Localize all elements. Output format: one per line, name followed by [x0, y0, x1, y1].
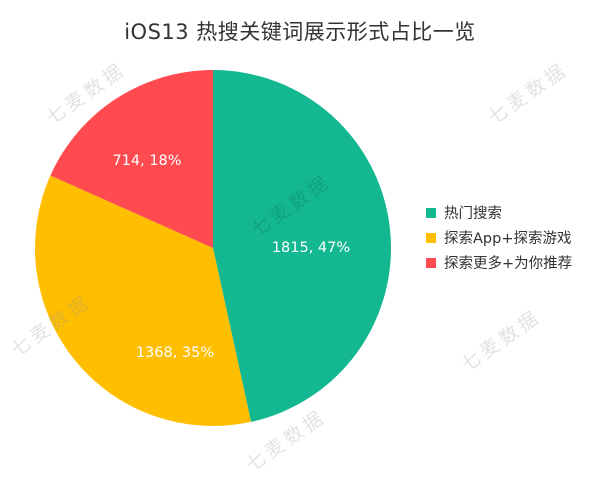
pie-slice-hot-search[interactable]	[213, 70, 392, 422]
slice-data-label: 1368, 35%	[136, 345, 214, 361]
pie-chart: 1815, 47% 1368, 35% 714, 18%	[34, 70, 392, 427]
legend-label: 探索更多+为你推荐	[444, 256, 573, 272]
pie-slice-explore-app-game[interactable]	[34, 175, 252, 427]
pie-slice-explore-more-recommend[interactable]	[50, 70, 213, 248]
legend: 热门搜索 探索App+探索游戏 探索更多+为你推荐	[426, 200, 572, 275]
legend-item-hot-search[interactable]: 热门搜索	[426, 200, 572, 225]
pie-labels: 1815, 47% 1368, 35% 714, 18%	[112, 153, 350, 361]
legend-swatch-icon	[426, 257, 436, 268]
slice-data-label: 714, 18%	[112, 153, 181, 169]
legend-swatch-icon	[426, 232, 436, 243]
legend-item-explore-more-recommend[interactable]: 探索更多+为你推荐	[426, 250, 572, 275]
slice-data-label: 1815, 47%	[272, 240, 350, 256]
chart-title: iOS13 热搜关键词展示形式占比一览	[124, 20, 476, 44]
legend-label: 热门搜索	[444, 206, 502, 222]
legend-label: 探索App+探索游戏	[444, 231, 572, 247]
pie-slices	[34, 70, 392, 427]
legend-item-explore-app-game[interactable]: 探索App+探索游戏	[426, 225, 572, 250]
legend-swatch-icon	[426, 207, 436, 218]
